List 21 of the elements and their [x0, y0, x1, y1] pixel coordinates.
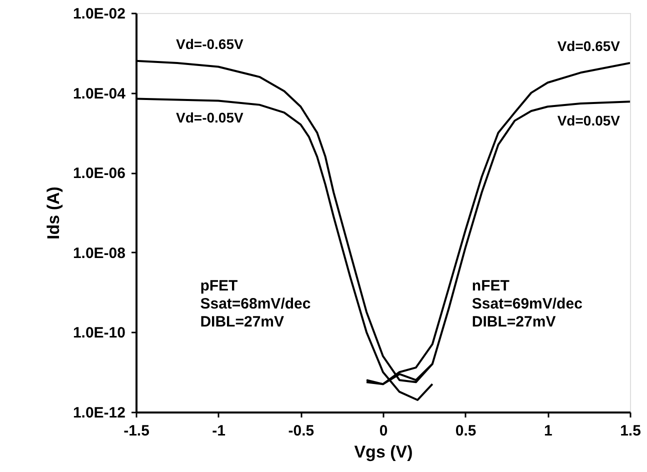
x-tick-label: -1 — [212, 422, 226, 440]
y-tick-label: 1.0E-08 — [72, 244, 126, 262]
y-tick-label: 1.0E-04 — [72, 85, 126, 102]
y-tick-label: 1.0E-10 — [72, 324, 126, 342]
y-tick-label: 1.0E-02 — [72, 6, 126, 22]
series-label: Vd=-0.65V — [176, 36, 244, 52]
x-tick-label: 0 — [379, 422, 388, 440]
x-tick-label: 1 — [544, 422, 552, 440]
y-tick-label: 1.0E-06 — [72, 165, 126, 182]
y-axis-title: Ids (A) — [44, 186, 63, 240]
series-label: Vd=0.65V — [557, 38, 621, 54]
x-tick-label: -1.5 — [124, 422, 150, 440]
annotation: pFET Ssat=68mV/dec DIBL=27mV — [200, 277, 311, 330]
y-tick-label: 1.0E-12 — [72, 404, 126, 422]
x-tick-label: 0.5 — [455, 422, 476, 440]
x-tick-label: 1.5 — [620, 422, 641, 440]
x-tick-label: -0.5 — [288, 422, 314, 440]
x-axis-title: Vgs (V) — [354, 442, 413, 462]
series-label: Vd=0.05V — [557, 112, 621, 129]
series-label: Vd=-0.05V — [176, 110, 244, 126]
annotation: nFET Ssat=69mV/dec DIBL=27mV — [472, 277, 582, 330]
